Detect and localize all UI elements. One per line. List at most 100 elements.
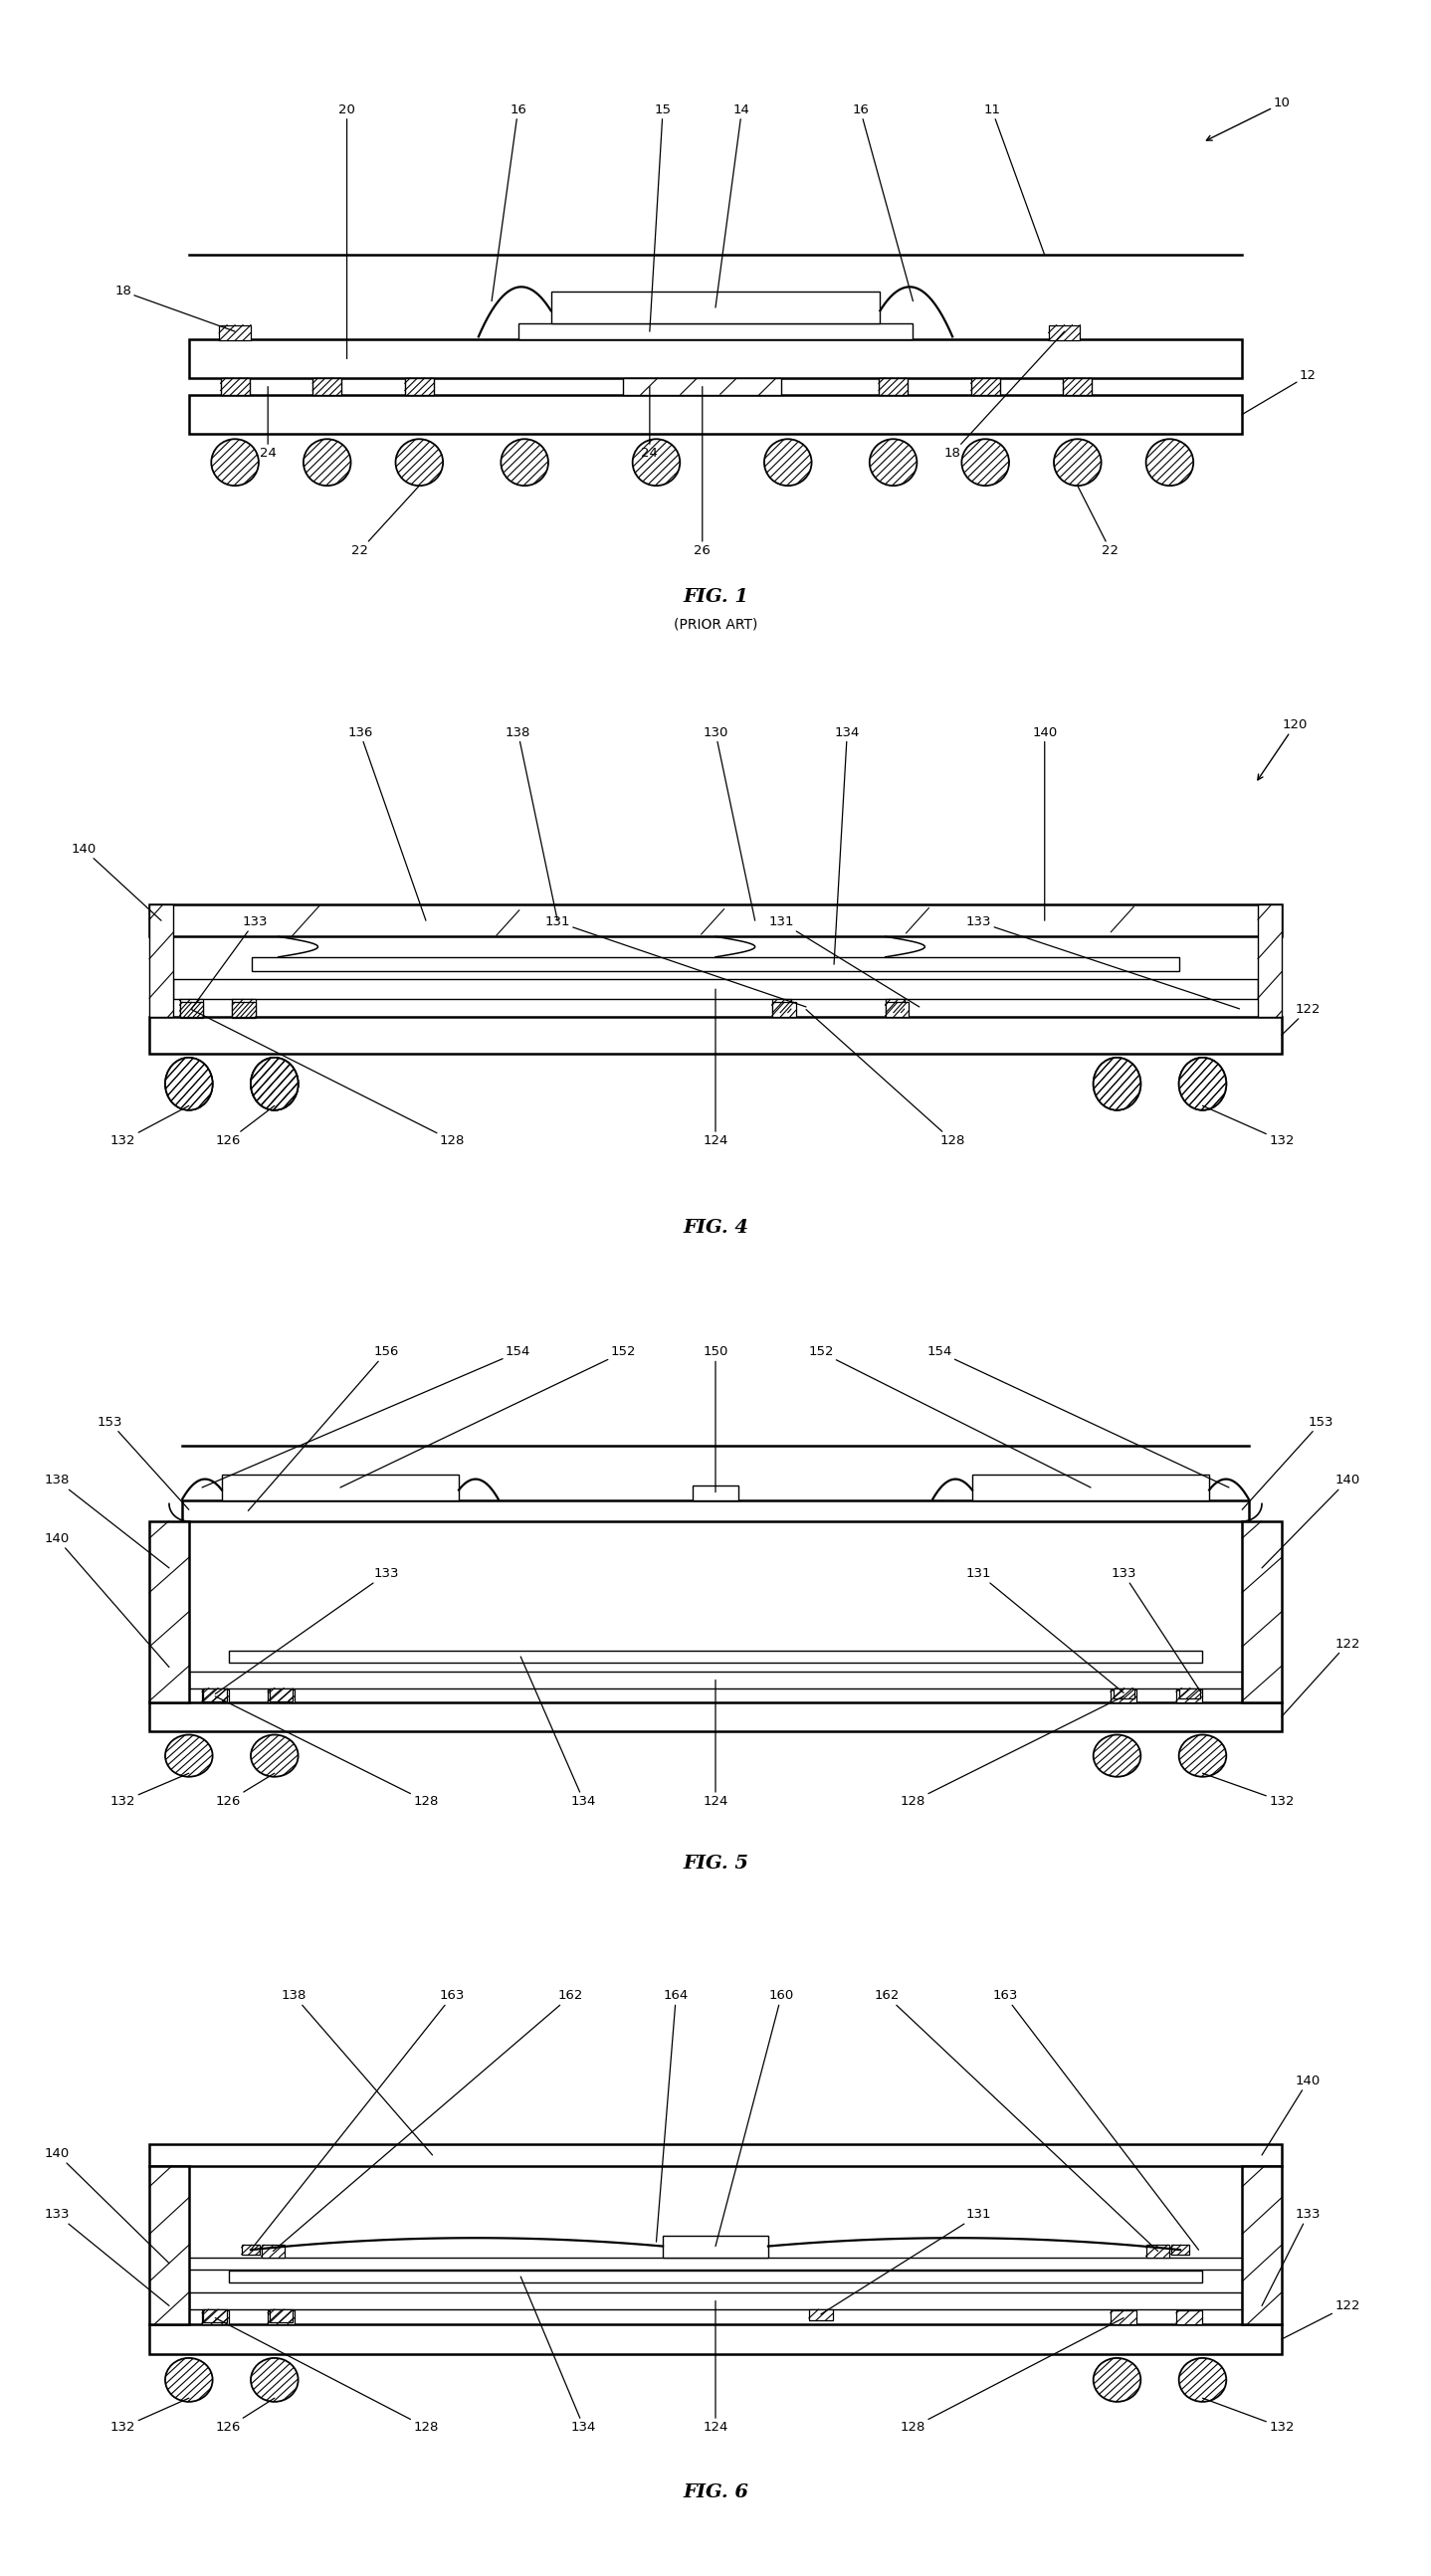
Circle shape <box>1146 438 1193 487</box>
Text: 122: 122 <box>1282 2300 1359 2339</box>
Circle shape <box>250 1734 298 1777</box>
Bar <box>180 1002 203 1018</box>
Circle shape <box>165 1734 213 1777</box>
Text: 124: 124 <box>703 2300 728 2434</box>
Text: 20: 20 <box>339 103 355 358</box>
Bar <box>1049 325 1080 340</box>
Text: 128: 128 <box>900 2318 1123 2434</box>
Bar <box>268 1690 295 1703</box>
Bar <box>518 325 913 340</box>
Circle shape <box>1093 1734 1141 1777</box>
Text: 120: 120 <box>1258 719 1308 781</box>
Text: 136: 136 <box>348 726 426 920</box>
Bar <box>1242 1522 1282 1703</box>
Text: 18: 18 <box>944 332 1065 459</box>
Text: 162: 162 <box>273 1989 584 2251</box>
Text: 132: 132 <box>1202 1772 1294 1808</box>
Text: 140: 140 <box>1262 1473 1359 1569</box>
Circle shape <box>165 1059 213 1110</box>
Bar <box>180 999 203 1018</box>
Text: 150: 150 <box>703 1345 728 1492</box>
Bar <box>229 1651 1202 1662</box>
Circle shape <box>1179 1059 1226 1110</box>
Bar <box>149 904 173 1018</box>
Text: 15: 15 <box>650 103 671 332</box>
Circle shape <box>501 438 548 487</box>
Bar <box>202 1690 229 1703</box>
Text: 24: 24 <box>641 386 658 459</box>
Text: 138: 138 <box>282 1989 432 2156</box>
Text: 132: 132 <box>110 1772 189 1808</box>
Text: 122: 122 <box>1282 1002 1321 1036</box>
Text: 132: 132 <box>110 1105 189 1146</box>
Text: 11: 11 <box>983 103 1045 255</box>
Text: 163: 163 <box>250 1989 465 2249</box>
Text: 16: 16 <box>851 103 913 301</box>
Circle shape <box>250 1059 298 1110</box>
Bar <box>1146 2246 1169 2257</box>
Text: 162: 162 <box>874 1989 1158 2251</box>
Bar <box>262 2246 285 2257</box>
Text: 152: 152 <box>809 1345 1090 1486</box>
Bar <box>624 379 781 394</box>
Bar <box>1110 1690 1136 1703</box>
Bar <box>268 2311 295 2324</box>
Text: 153: 153 <box>1242 1417 1334 1510</box>
Bar <box>1179 1687 1201 1698</box>
Text: 134: 134 <box>521 1656 597 1808</box>
Text: 24: 24 <box>259 386 276 459</box>
Bar <box>189 340 1242 379</box>
Text: 124: 124 <box>703 1680 728 1808</box>
Text: 128: 128 <box>806 1010 964 1146</box>
Text: 156: 156 <box>248 1345 399 1510</box>
Bar <box>219 325 250 340</box>
Text: 140: 140 <box>44 2148 169 2264</box>
Circle shape <box>165 2357 213 2401</box>
Text: 16: 16 <box>492 103 527 301</box>
Bar <box>1242 2166 1282 2324</box>
Text: 133: 133 <box>1262 2208 1321 2306</box>
Text: 133: 133 <box>215 1566 399 1695</box>
Circle shape <box>212 438 259 487</box>
Circle shape <box>250 2357 298 2401</box>
Circle shape <box>1093 1059 1141 1110</box>
Text: 132: 132 <box>1202 1105 1294 1146</box>
Text: 124: 124 <box>703 989 728 1146</box>
Text: 160: 160 <box>716 1989 794 2246</box>
Text: FIG. 4: FIG. 4 <box>683 1218 748 1236</box>
Text: 138: 138 <box>505 726 558 920</box>
Bar <box>809 2311 833 2321</box>
Text: 140: 140 <box>1032 726 1058 920</box>
Text: 122: 122 <box>1282 1638 1359 1716</box>
Bar <box>269 2311 293 2324</box>
Bar <box>149 2166 189 2324</box>
Bar <box>970 379 1000 394</box>
Bar <box>551 291 880 325</box>
Bar <box>886 1002 909 1018</box>
Text: 14: 14 <box>716 103 750 307</box>
Text: 140: 140 <box>1262 2074 1321 2156</box>
Text: 140: 140 <box>44 1533 169 1667</box>
Text: 22: 22 <box>1078 487 1119 556</box>
Text: 22: 22 <box>352 487 419 556</box>
Text: 131: 131 <box>821 2208 992 2313</box>
Bar <box>189 2293 1242 2311</box>
Bar <box>1113 1687 1135 1698</box>
Bar <box>269 1687 293 1700</box>
Circle shape <box>250 1059 298 1110</box>
Bar <box>1176 2311 1202 2324</box>
Text: 128: 128 <box>215 2318 438 2434</box>
Bar <box>693 1486 738 1499</box>
Bar <box>203 2311 228 2324</box>
Bar <box>879 379 907 394</box>
Text: 128: 128 <box>215 1695 438 1808</box>
Text: 153: 153 <box>97 1417 189 1510</box>
Bar <box>1258 904 1282 1018</box>
Text: 134: 134 <box>521 2277 597 2434</box>
Text: 131: 131 <box>966 1566 1123 1692</box>
Bar <box>773 1002 796 1018</box>
Text: 18: 18 <box>114 286 235 332</box>
Bar <box>1063 379 1092 394</box>
Text: 12: 12 <box>1242 368 1317 415</box>
Text: 126: 126 <box>216 1772 275 1808</box>
